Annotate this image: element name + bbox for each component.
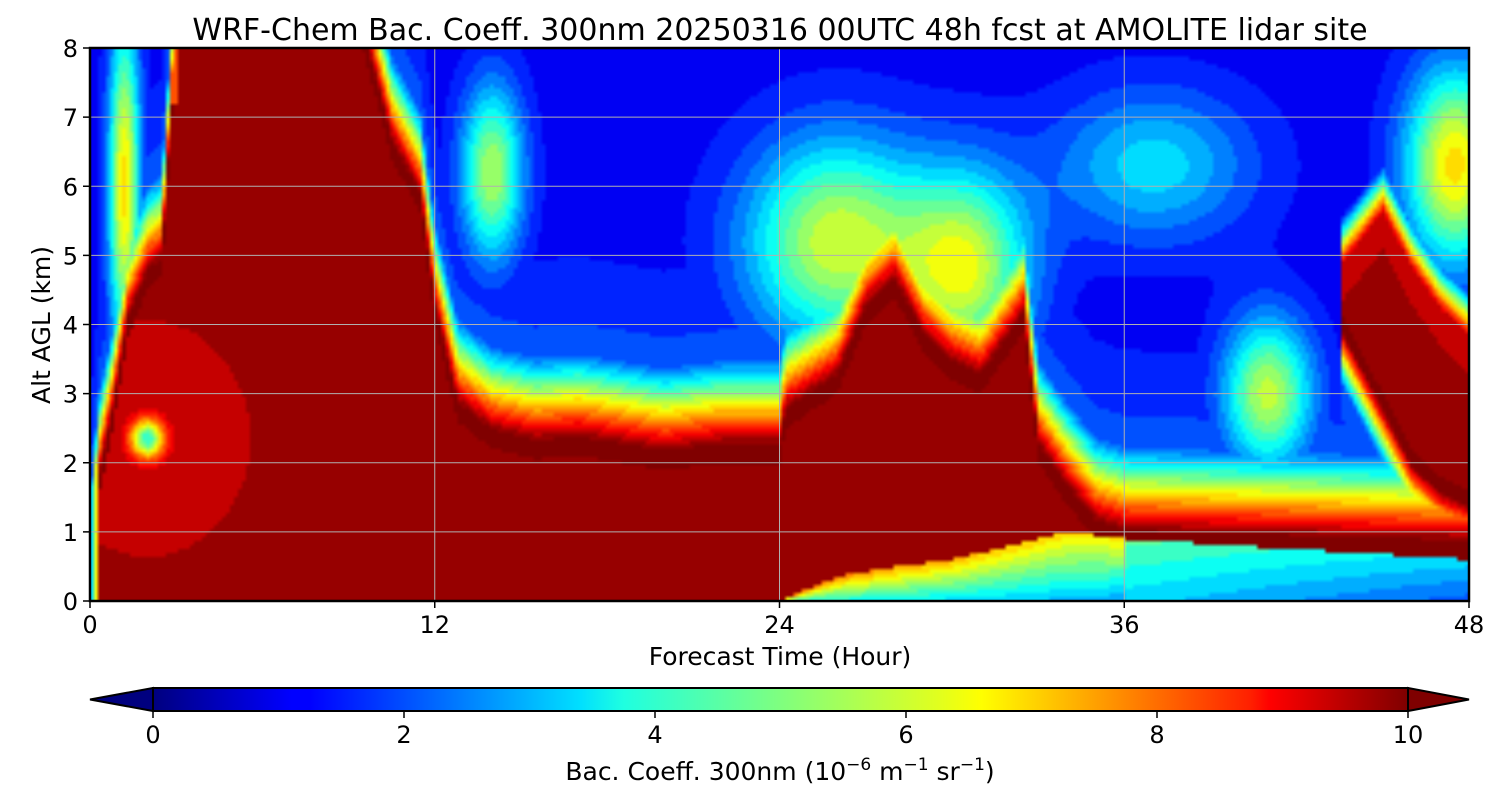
y-axis-label: Alt AGL (km) — [27, 246, 56, 404]
colorbar-label: Bac. Coeff. 300nm (10−6 m−1 sr−1) — [565, 755, 994, 786]
colorbar-tick-label: 0 — [145, 721, 160, 749]
colorbar-tick-label: 2 — [396, 721, 411, 749]
colorbar-gradient — [153, 688, 1408, 711]
y-tick-label: 8 — [63, 35, 78, 63]
colorbar-tick-label: 8 — [1149, 721, 1164, 749]
colorbar-tick-label: 10 — [1393, 721, 1424, 749]
grid — [90, 48, 1469, 601]
y-axis: 0 1 2 3 4 5 6 7 8 — [63, 35, 90, 616]
chart-title: WRF-Chem Bac. Coeff. 300nm 20250316 00UT… — [192, 13, 1367, 48]
y-tick-label: 4 — [63, 312, 78, 340]
y-tick-label: 6 — [63, 173, 78, 201]
y-tick-label: 7 — [63, 104, 78, 132]
colorbar-tick-label: 6 — [898, 721, 913, 749]
x-axis-label: Forecast Time (Hour) — [649, 642, 912, 671]
x-axis: 0 12 24 36 48 — [82, 601, 1484, 639]
x-tick-label: 24 — [764, 611, 795, 639]
y-tick-label: 1 — [63, 519, 78, 547]
x-tick-label: 36 — [1109, 611, 1140, 639]
x-tick-label: 12 — [419, 611, 450, 639]
y-tick-label: 2 — [63, 450, 78, 478]
y-tick-label: 3 — [63, 381, 78, 409]
y-tick-label: 5 — [63, 242, 78, 270]
colorbar-extend-low — [89, 686, 154, 713]
colorbar-extend-high — [1407, 686, 1470, 713]
y-tick-label: 0 — [63, 588, 78, 616]
colorbar-tick-label: 4 — [647, 721, 662, 749]
x-tick-label: 48 — [1454, 611, 1485, 639]
x-tick-label: 0 — [82, 611, 97, 639]
colorbar: 0 2 4 6 8 10 — [89, 686, 1470, 749]
